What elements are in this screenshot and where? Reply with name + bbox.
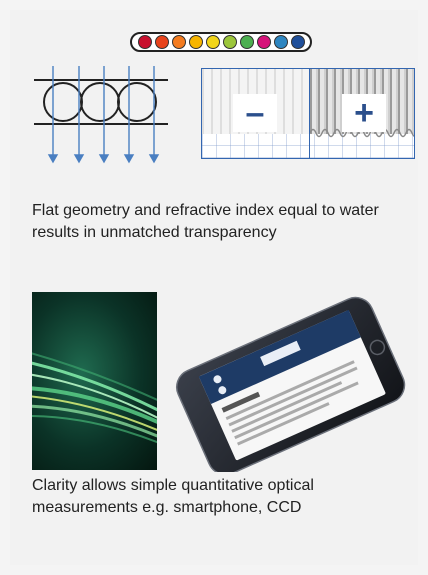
plus-sign: + <box>342 94 386 132</box>
color-scale-pill <box>130 32 312 52</box>
color-dot-9 <box>273 35 288 49</box>
color-dot-4 <box>188 35 203 49</box>
color-dot-1 <box>137 35 152 49</box>
caption-clarity: Clarity allows simple quantitative optic… <box>32 477 314 516</box>
color-dot-3 <box>171 35 186 49</box>
color-dot-10 <box>290 35 305 49</box>
wavy-edge <box>310 128 414 138</box>
fiber-strands <box>32 352 157 444</box>
minus-sign: – <box>233 94 277 132</box>
light-transmission-diagram <box>34 66 168 164</box>
comparison-panel: – + <box>201 68 415 159</box>
color-dot-7 <box>239 35 254 49</box>
color-dot-2 <box>154 35 169 49</box>
caption-transparency: Flat geometry and refractive index equal… <box>32 202 379 241</box>
smartphone-image <box>175 296 406 472</box>
fiber-photo <box>32 292 157 470</box>
color-dot-6 <box>222 35 237 49</box>
color-dot-8 <box>256 35 271 49</box>
color-dot-5 <box>205 35 220 49</box>
grid-background <box>202 134 414 158</box>
panel-divider <box>309 69 310 158</box>
